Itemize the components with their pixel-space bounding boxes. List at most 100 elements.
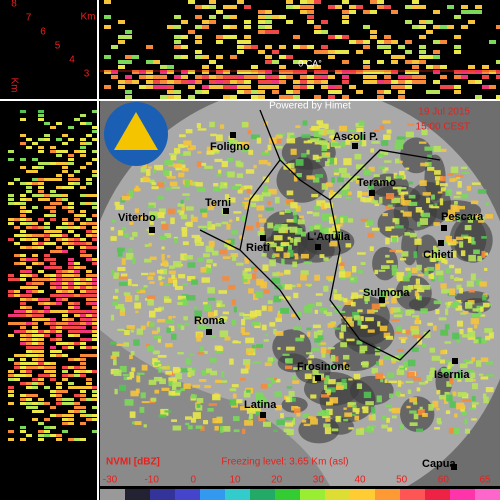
echo	[170, 217, 175, 225]
echo	[424, 380, 429, 384]
echo-cell	[265, 30, 272, 34]
echo	[309, 225, 314, 232]
echo-cell	[80, 322, 86, 325]
echo	[385, 193, 395, 200]
echo	[377, 321, 381, 327]
echo	[461, 193, 469, 199]
echo-cell	[50, 194, 56, 197]
echo	[331, 142, 341, 146]
echo	[464, 428, 471, 434]
echo-cell	[419, 35, 426, 39]
echo	[152, 169, 157, 174]
echo-cell	[80, 342, 86, 345]
echo-cell	[68, 270, 74, 273]
echo-cell	[26, 354, 32, 357]
echo	[262, 264, 269, 271]
city-label: Roma	[194, 315, 225, 327]
echo-cell	[237, 40, 244, 44]
echo	[427, 166, 435, 171]
echo	[205, 245, 214, 253]
echo	[387, 427, 393, 432]
echo	[381, 265, 390, 269]
city-label: Ascoli P.	[333, 131, 378, 143]
echo-cell	[62, 134, 68, 137]
echo	[389, 393, 394, 399]
echo-cell	[56, 414, 62, 417]
echo-cell	[32, 334, 38, 337]
echo	[168, 377, 178, 383]
echo	[411, 347, 419, 353]
echo	[471, 395, 476, 401]
echo	[200, 266, 210, 273]
echo-cell	[92, 238, 98, 241]
echo	[345, 138, 351, 145]
echo-cell	[62, 250, 68, 253]
echo-cell	[8, 322, 14, 325]
echo-cell	[265, 25, 272, 29]
echo	[293, 253, 298, 256]
echo	[457, 215, 461, 223]
echo	[303, 261, 312, 265]
echo-cell	[92, 294, 98, 297]
echo-cell	[62, 150, 68, 153]
echo-cell	[62, 170, 68, 173]
echo-cell	[62, 318, 68, 321]
echo	[225, 171, 229, 176]
echo	[116, 298, 120, 301]
echo	[159, 236, 167, 241]
echo-cell	[125, 90, 132, 94]
echo	[435, 309, 440, 315]
echo	[400, 338, 406, 344]
echo-cell	[489, 85, 496, 89]
echo	[227, 171, 235, 178]
echo	[449, 401, 456, 408]
echo	[410, 325, 419, 332]
echo	[330, 354, 336, 362]
echo	[325, 182, 333, 187]
echo-cell	[8, 430, 14, 433]
echo-cell	[56, 278, 62, 281]
echo-cell	[86, 354, 92, 357]
echo	[430, 367, 436, 374]
echo	[114, 288, 119, 293]
echo-cell	[195, 75, 202, 79]
echo	[204, 165, 213, 169]
echo-cell	[44, 134, 50, 137]
echo	[165, 343, 173, 348]
echo-cell	[50, 390, 56, 393]
legend-tick: 0	[191, 475, 197, 486]
echo-cell	[86, 310, 92, 313]
echo	[415, 317, 420, 324]
echo	[178, 144, 185, 148]
echo-cell	[20, 274, 26, 277]
echo-cell	[391, 10, 398, 14]
echo-cell	[391, 40, 398, 44]
echo	[166, 176, 176, 179]
echo	[243, 390, 251, 398]
echo	[161, 223, 169, 231]
echo-cell	[32, 322, 38, 325]
echo	[228, 284, 236, 290]
echo-cell	[44, 162, 50, 165]
echo	[419, 218, 428, 225]
echo-cell	[20, 246, 26, 249]
echo-cell	[216, 75, 223, 79]
echo	[347, 320, 354, 327]
echo	[145, 168, 151, 176]
echo-cell	[412, 25, 419, 29]
echo	[399, 170, 405, 177]
echo-cell	[26, 210, 32, 213]
echo	[222, 276, 230, 281]
echo	[439, 183, 448, 187]
echo	[319, 254, 325, 259]
echo	[149, 272, 156, 276]
echo-cell	[38, 434, 44, 437]
echo	[470, 372, 476, 379]
echo	[393, 172, 398, 179]
echo	[358, 120, 365, 126]
echo-cell	[307, 85, 314, 89]
echo	[471, 357, 476, 362]
echo-cell	[223, 95, 230, 99]
echo	[399, 160, 403, 164]
echo-cell	[398, 45, 405, 49]
